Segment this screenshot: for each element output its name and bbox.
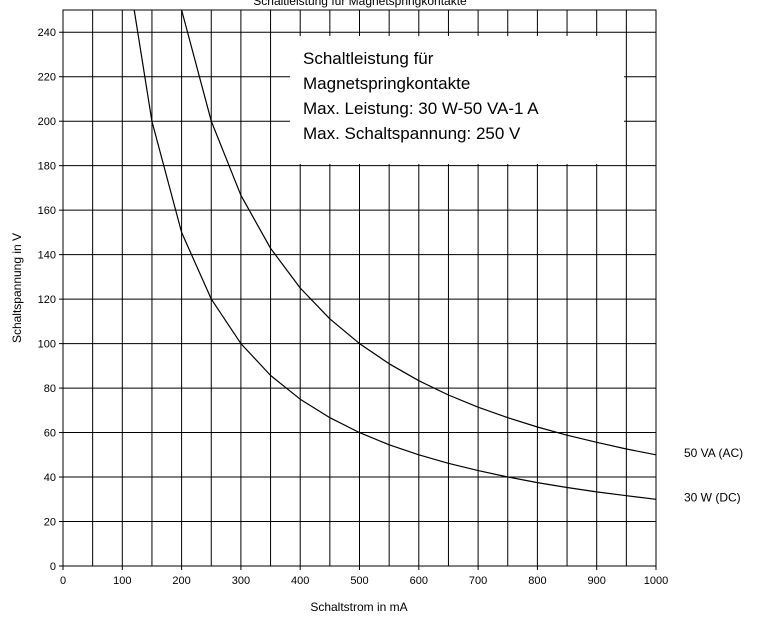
series-line-1 bbox=[181, 9, 657, 456]
x-tick-label: 200 bbox=[172, 575, 190, 587]
info-line-4: Max. Schaltspannung: 250 V bbox=[303, 124, 521, 143]
series-label-2: 30 W (DC) bbox=[684, 490, 741, 504]
x-tick-label: 700 bbox=[469, 575, 487, 587]
y-tick-label: 180 bbox=[38, 161, 56, 173]
x-axis-title: Schaltstrom in mA bbox=[310, 600, 407, 614]
y-tick-label: 200 bbox=[38, 116, 56, 128]
y-tick-label: 100 bbox=[38, 339, 56, 351]
y-tick-label: 220 bbox=[38, 72, 56, 84]
y-axis-title: Schaltspannung in V bbox=[10, 233, 24, 343]
x-tick-label: 0 bbox=[60, 575, 66, 587]
x-tick-label: 100 bbox=[113, 575, 131, 587]
x-tick-label: 500 bbox=[350, 575, 368, 587]
series-labels: 50 VA (AC) 30 W (DC) bbox=[684, 446, 743, 504]
info-line-1: Schaltleistung für bbox=[303, 49, 434, 68]
chart-title: Schaltleistung für Magnetspringkontakte bbox=[253, 0, 467, 8]
info-box-background bbox=[290, 36, 624, 164]
y-tick-label: 60 bbox=[44, 428, 56, 440]
y-tick-label: 120 bbox=[38, 294, 56, 306]
y-tick-label: 0 bbox=[50, 561, 56, 573]
y-tick-label: 140 bbox=[38, 250, 56, 262]
y-tick-label: 80 bbox=[44, 383, 56, 395]
series-line-2 bbox=[133, 9, 657, 500]
series-group bbox=[133, 9, 657, 500]
y-tick-label: 240 bbox=[38, 27, 56, 39]
x-tick-label: 800 bbox=[528, 575, 546, 587]
x-tick-label: 1000 bbox=[644, 575, 668, 587]
info-line-2: Magnetspringkontakte bbox=[303, 74, 470, 93]
x-tick-label: 900 bbox=[588, 575, 606, 587]
y-tick-labels: 0 20 40 60 80 100 120 140 160 180 200 220 240 bbox=[38, 27, 63, 573]
x-tick-labels: 0 100 200 300 400 500 600 700 800 900 1000 bbox=[60, 566, 668, 587]
y-tick-label: 20 bbox=[44, 517, 56, 529]
y-tick-label: 160 bbox=[38, 205, 56, 217]
series-label-1: 50 VA (AC) bbox=[684, 446, 743, 460]
info-line-3: Max. Leistung: 30 W-50 VA-1 A bbox=[303, 99, 539, 118]
info-box: Schaltleistung für Magnetspringkontakte … bbox=[290, 36, 624, 164]
x-tick-label: 300 bbox=[232, 575, 250, 587]
y-tick-label: 40 bbox=[44, 472, 56, 484]
x-tick-label: 400 bbox=[291, 575, 309, 587]
x-tick-label: 600 bbox=[410, 575, 428, 587]
